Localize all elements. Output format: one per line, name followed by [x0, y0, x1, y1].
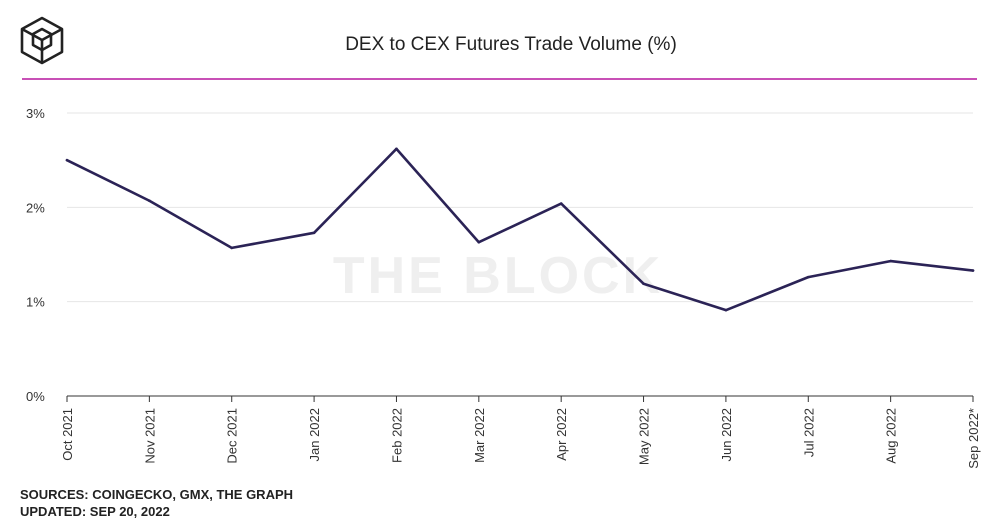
data-point	[806, 275, 810, 279]
data-point	[395, 147, 398, 151]
x-tick-label: Jun 2022	[719, 408, 734, 462]
data-point	[971, 269, 975, 272]
watermark: THE BLOCK	[333, 247, 663, 305]
x-tick-label: Sep 2022*	[966, 408, 981, 469]
x-tick-label: Feb 2022	[389, 408, 404, 463]
x-tick-label: Aug 2022	[884, 408, 899, 464]
data-point	[889, 259, 892, 263]
data-point	[65, 158, 69, 162]
y-tick-label: 1%	[26, 295, 45, 310]
x-axis: Oct 2021 Nov 2021 Dec 2021 Jan 2022 Feb 2022…	[60, 395, 981, 469]
y-axis-tick-labels: 0% 1% 2% 3%	[26, 106, 45, 404]
data-point	[312, 231, 316, 235]
y-tick-label: 0%	[26, 389, 45, 404]
series-line	[65, 147, 975, 312]
x-tick-label: Mar 2022	[472, 408, 487, 463]
data-point	[724, 308, 728, 312]
data-point	[148, 199, 151, 203]
x-tick-label: Apr 2022	[554, 408, 569, 461]
x-tick-label: May 2022	[637, 408, 652, 465]
x-tick-label: Jan 2022	[307, 408, 322, 462]
gridlines	[67, 112, 973, 303]
series-layer	[65, 147, 975, 312]
chart-title: DEX to CEX Futures Trade Volume (%)	[345, 34, 677, 55]
y-tick-label: 3%	[26, 106, 45, 121]
data-point	[230, 246, 234, 250]
y-tick-label: 2%	[26, 200, 45, 215]
x-tick-label: Jul 2022	[801, 408, 816, 457]
data-point	[559, 202, 563, 205]
sources-note: SOURCES: COINGECKO, GMX, THE GRAPH	[20, 487, 293, 502]
x-tick-label: Nov 2021	[142, 408, 157, 464]
x-tick-label: Dec 2021	[225, 408, 240, 464]
data-point	[477, 240, 481, 244]
updated-note: UPDATED: SEP 20, 2022	[20, 504, 170, 519]
x-tick-label: Oct 2021	[60, 408, 75, 461]
data-point	[642, 282, 645, 286]
the-block-cube-logo-icon	[20, 16, 64, 65]
